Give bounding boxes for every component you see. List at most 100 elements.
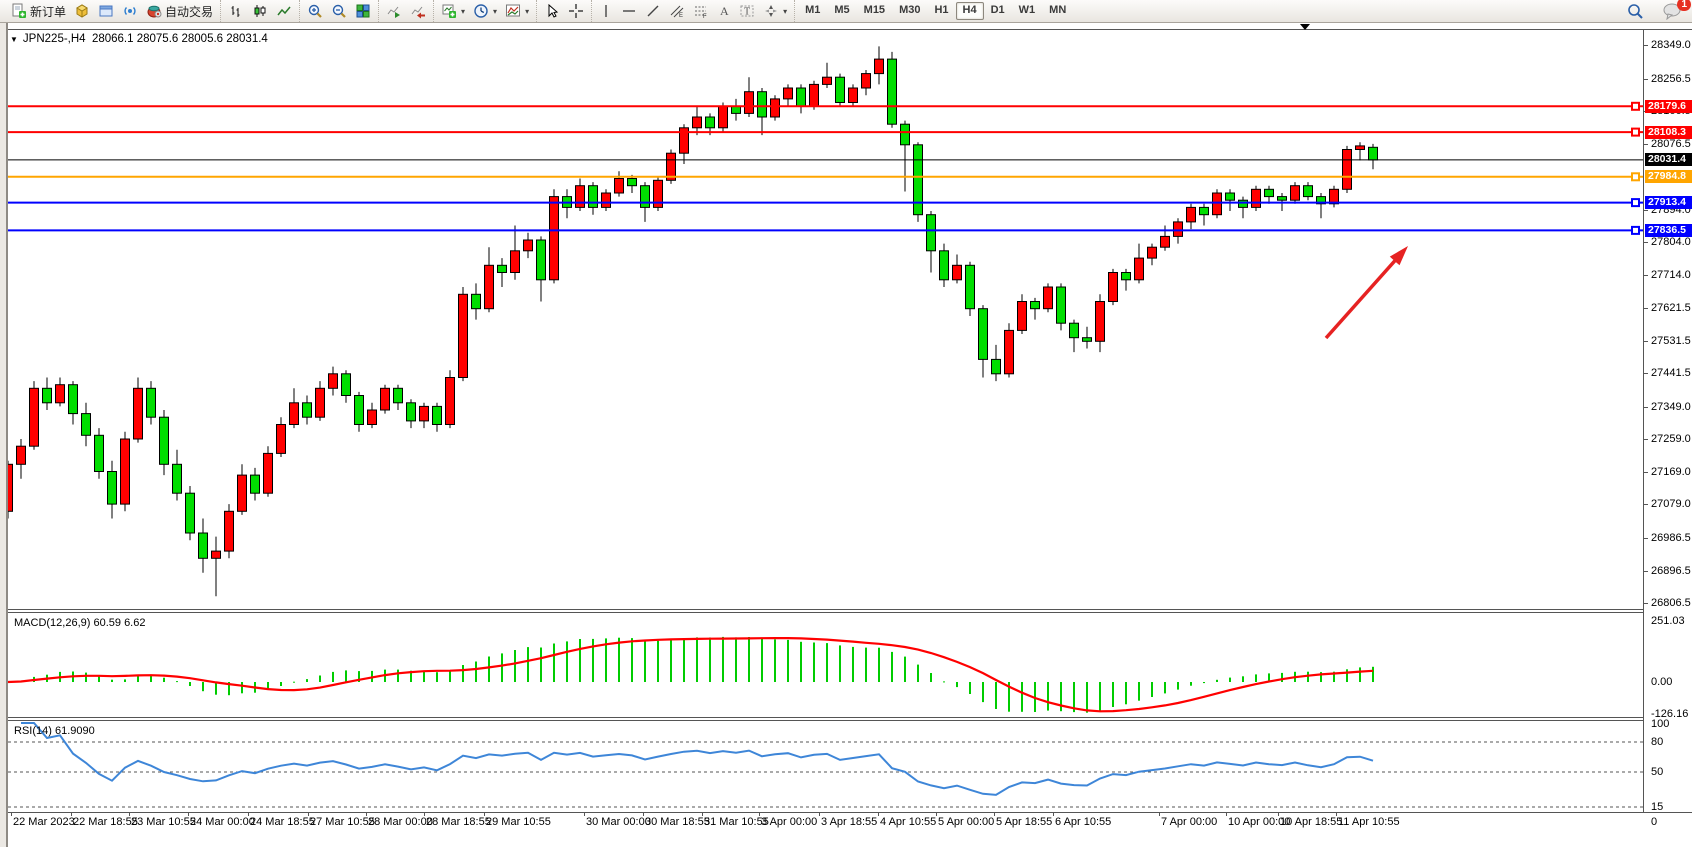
time-tick-mark	[702, 813, 703, 816]
zoom-out-button[interactable]	[327, 1, 351, 21]
horizontal-line-icon	[621, 3, 637, 19]
macd-indicator-label: MACD(12,26,9) 60.59 6.62	[14, 617, 146, 629]
candlestick-canvas[interactable]	[8, 30, 1643, 610]
price-tick-mark	[1644, 78, 1648, 80]
toolbar-right: 1	[1622, 0, 1691, 21]
candlestick-chart-button[interactable]	[248, 1, 272, 21]
timeframe-button-m30[interactable]: M30	[899, 4, 921, 16]
time-tick-mark	[71, 813, 72, 816]
hline-price-label[interactable]: 27913.4	[1645, 196, 1692, 210]
line-chart-button[interactable]	[272, 1, 296, 21]
hline-price-label[interactable]: 28031.4	[1645, 153, 1692, 167]
hline-price-label[interactable]: 27836.5	[1645, 223, 1692, 237]
price-tick-mark	[1644, 274, 1648, 276]
search-icon	[1626, 2, 1644, 20]
hline-price-label[interactable]: 28179.6	[1645, 99, 1692, 113]
time-tick-label: 31 Mar 10:55	[704, 816, 769, 828]
crosshair-tool-button[interactable]	[564, 1, 588, 21]
hline-price-label[interactable]: 28108.3	[1645, 125, 1692, 139]
bar-chart-button[interactable]	[224, 1, 248, 21]
hline-tool-button[interactable]	[617, 1, 641, 21]
auto-scroll-button[interactable]	[382, 1, 406, 21]
price-tick-mark	[1644, 504, 1648, 506]
time-tick-mark	[188, 813, 189, 816]
time-tick-label: 24 Mar 18:55	[250, 816, 315, 828]
channel-tool-button[interactable]: E	[665, 1, 689, 21]
terminal-window-button[interactable]	[94, 1, 118, 21]
timeframe-button-w1[interactable]: W1	[1018, 4, 1036, 16]
macd-axis-label: 0.00	[1651, 676, 1673, 688]
chart-ohlc-header: ▼ JPN225-,H4 28066.1 28075.6 28005.6 2803…	[10, 33, 268, 45]
vline-tool-button[interactable]	[595, 1, 617, 21]
svg-text:F: F	[703, 14, 707, 19]
price-tick-mark	[1644, 603, 1648, 604]
zoom-in-button[interactable]	[303, 1, 327, 21]
search-button[interactable]	[1622, 1, 1648, 21]
signals-button[interactable]	[118, 1, 142, 21]
rsi-axis-label: 100	[1651, 718, 1670, 730]
time-tick-mark	[994, 813, 995, 816]
price-tick-label: 27714.0	[1651, 268, 1691, 281]
macd-panel[interactable]	[8, 613, 1643, 717]
period-button[interactable]: ▾	[469, 1, 501, 21]
price-axis[interactable]: 28349.028256.528166.528076.527894.027804…	[1643, 30, 1692, 828]
chart-shift-button[interactable]	[406, 1, 430, 21]
notifications-button[interactable]: 1	[1658, 0, 1691, 21]
time-tick-mark	[1226, 813, 1227, 816]
macd-axis-label: -126.16	[1651, 708, 1689, 721]
time-axis-line	[8, 812, 1692, 813]
time-tick-label: 23 Mar 10:55	[131, 816, 196, 828]
chevron-down-icon: ▾	[461, 6, 466, 16]
time-tick-mark	[1336, 813, 1337, 816]
fibonacci-tool-button[interactable]: F	[689, 1, 713, 21]
svg-text:E: E	[679, 13, 683, 19]
algo-trading-button[interactable]: 自动交易	[142, 1, 217, 21]
chart-shift-marker[interactable]	[1300, 24, 1310, 30]
cursor-tool-button[interactable]	[540, 1, 564, 21]
text-tool-button[interactable]: A	[713, 1, 735, 21]
timeframe-button-h4[interactable]: H4	[955, 2, 984, 20]
new-order-button[interactable]: 新订单	[7, 1, 70, 21]
timeframe-button-mn[interactable]: MN	[1049, 4, 1067, 16]
new-chart-icon	[441, 3, 457, 19]
ohlc-values: 28066.1 28075.6 28005.6 28031.4	[91, 33, 268, 45]
new-chart-button[interactable]: ▾	[437, 1, 469, 21]
indicators-icon	[505, 3, 521, 19]
toolbar-group-zoom	[299, 0, 378, 22]
window-left-edge	[0, 23, 8, 847]
timeframe-button-m15[interactable]: M15	[863, 4, 886, 16]
timeframe-button-m1[interactable]: M1	[805, 4, 821, 16]
indicators-button[interactable]: ▾	[501, 1, 533, 21]
time-tick-mark	[643, 813, 644, 816]
timeframe-button-m5[interactable]: M5	[834, 4, 850, 16]
candlestick-icon	[252, 3, 268, 19]
time-tick-label: 22 Mar 2023	[13, 816, 75, 828]
market-depth-button[interactable]	[70, 1, 94, 21]
timeframe-button-d1[interactable]: D1	[990, 4, 1005, 16]
price-tick-label: 26986.5	[1651, 531, 1691, 544]
time-tick-label: 4 Apr 10:55	[880, 816, 937, 828]
time-tick-mark	[11, 813, 12, 816]
rsi-panel[interactable]	[8, 721, 1643, 812]
time-tick-label: 28 Mar 00:00	[368, 816, 433, 828]
timeframe-button-h1[interactable]: H1	[934, 4, 949, 16]
arrows-tool-button[interactable]: ▾	[759, 1, 791, 21]
one-click-expander-icon[interactable]: ▼	[10, 35, 18, 44]
text-label-tool-button[interactable]: T	[735, 1, 759, 21]
macd-panel-splitter[interactable]	[8, 609, 1692, 613]
chevron-down-icon: ▾	[525, 6, 530, 16]
vertical-line-icon	[599, 3, 613, 19]
time-tick-mark	[819, 813, 820, 816]
trendline-tool-button[interactable]	[641, 1, 665, 21]
time-tick-label: 28 Mar 18:55	[426, 816, 491, 828]
price-tick-mark	[1644, 143, 1648, 145]
time-tick-mark	[584, 813, 585, 816]
time-tick-mark	[366, 813, 367, 816]
line-chart-icon	[276, 3, 292, 19]
rsi-panel-splitter[interactable]	[8, 717, 1692, 721]
zoom-in-icon	[307, 3, 323, 19]
tile-windows-button[interactable]	[351, 1, 375, 21]
hline-price-label[interactable]: 27984.8	[1645, 170, 1692, 184]
main-chart-plot[interactable]	[8, 30, 1643, 610]
